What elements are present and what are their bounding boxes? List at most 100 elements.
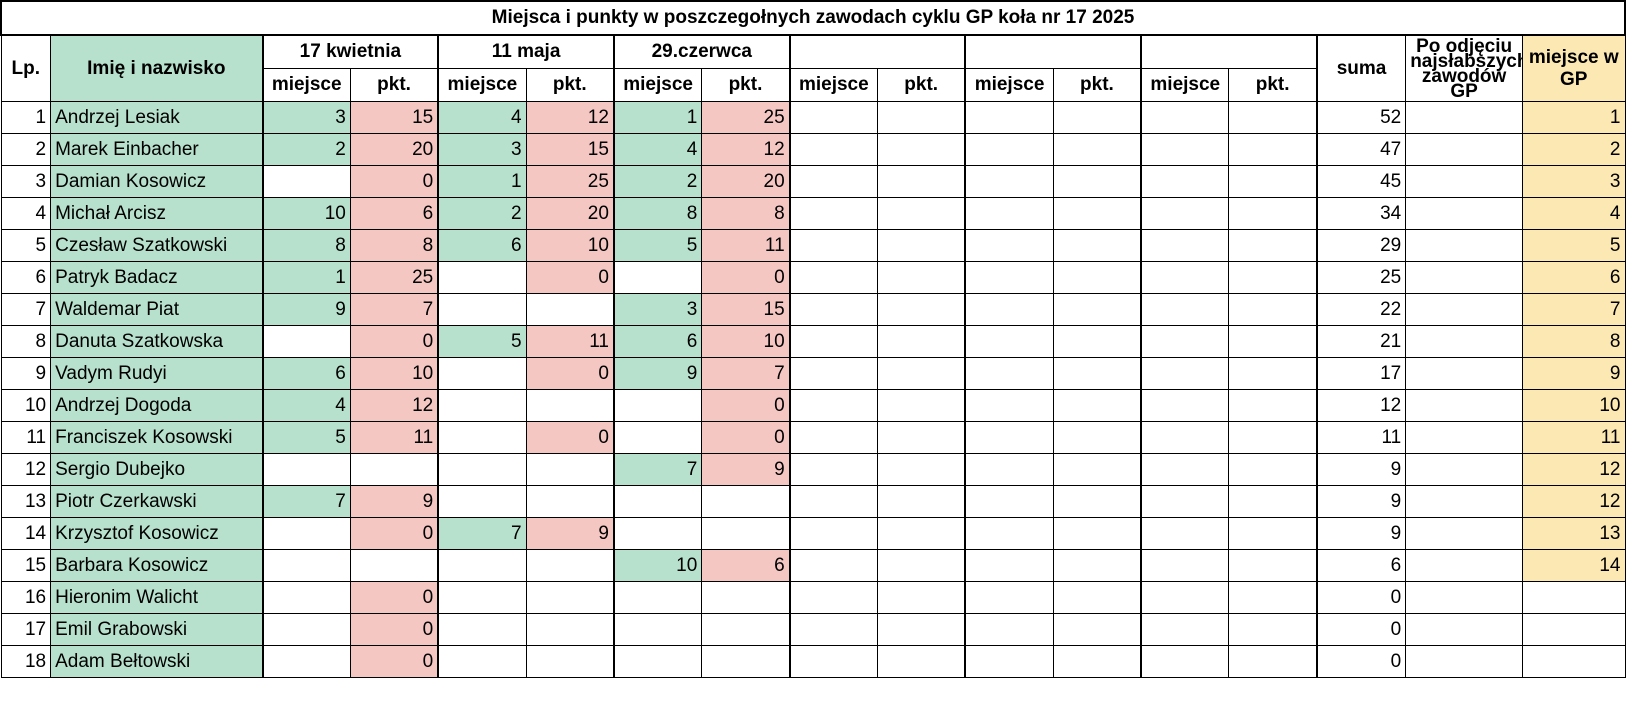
points-cell: [1228, 325, 1318, 358]
gp-place-cell: [1522, 645, 1626, 678]
place-cell: [788, 453, 879, 486]
points-cell: 0: [349, 517, 439, 550]
points-cell: [1228, 165, 1318, 198]
row-number: 9: [0, 357, 52, 390]
points-cell: [1228, 389, 1318, 422]
gp-place-cell: 6: [1522, 261, 1626, 294]
after-drop-cell: [1405, 453, 1523, 486]
place-cell: [788, 261, 879, 294]
points-subheader: pkt.: [349, 68, 439, 102]
points-cell: 15: [525, 133, 615, 166]
points-subheader: pkt.: [525, 68, 615, 102]
points-cell: 15: [349, 101, 439, 134]
place-cell: 7: [612, 453, 703, 486]
name-header: Imię i nazwisko: [50, 34, 263, 102]
place-cell: [964, 293, 1054, 326]
points-cell: [877, 325, 966, 358]
after-drop-cell: [1405, 549, 1523, 582]
points-cell: [1052, 133, 1142, 166]
place-cell: [437, 549, 527, 582]
row-number: 4: [0, 197, 52, 230]
sum-cell: 21: [1315, 325, 1407, 358]
place-cell: [964, 581, 1054, 614]
place-subheader: miejsce: [437, 68, 527, 102]
place-cell: [1140, 357, 1230, 390]
place-cell: [612, 613, 703, 646]
table-row: 16 Hieronim Walicht 0 0: [0, 581, 1626, 614]
place-cell: [261, 325, 351, 358]
place-cell: [612, 261, 703, 294]
gp-place-cell: 10: [1522, 389, 1626, 422]
place-cell: 4: [612, 133, 703, 166]
points-cell: [1228, 293, 1318, 326]
place-cell: [261, 453, 351, 486]
after-drop-cell: [1405, 389, 1523, 422]
points-cell: [877, 389, 966, 422]
place-cell: [1140, 453, 1230, 486]
points-cell: [1052, 485, 1142, 518]
place-cell: 4: [261, 389, 351, 422]
gp-place-cell: 8: [1522, 325, 1626, 358]
place-cell: 1: [437, 165, 527, 198]
after-drop-cell: [1405, 101, 1523, 134]
points-cell: [1228, 101, 1318, 134]
points-cell: 0: [349, 165, 439, 198]
points-cell: [1228, 581, 1318, 614]
place-cell: 7: [437, 517, 527, 550]
place-cell: [437, 421, 527, 454]
sum-cell: 9: [1315, 517, 1407, 550]
gp-place-cell: 12: [1522, 453, 1626, 486]
place-cell: 7: [261, 485, 351, 518]
points-cell: [1228, 645, 1318, 678]
row-number: 10: [0, 389, 52, 422]
points-cell: [877, 549, 966, 582]
place-cell: [437, 613, 527, 646]
points-cell: [1052, 549, 1142, 582]
after-drop-cell: [1405, 133, 1523, 166]
place-subheader: miejsce: [964, 68, 1054, 102]
points-cell: [701, 613, 791, 646]
place-cell: [261, 517, 351, 550]
after-drop-cell: [1405, 581, 1523, 614]
place-cell: [964, 421, 1054, 454]
row-number: 15: [0, 549, 52, 582]
row-number: 11: [0, 421, 52, 454]
points-cell: [1228, 517, 1318, 550]
table-row: 17 Emil Grabowski 0 0: [0, 613, 1626, 646]
lp-header: Lp.: [0, 34, 52, 102]
points-cell: [701, 581, 791, 614]
points-cell: [1052, 613, 1142, 646]
place-cell: [437, 261, 527, 294]
table-row: 2 Marek Einbacher 2 20 3 15 4 12 47 2: [0, 133, 1626, 166]
points-cell: 8: [701, 197, 791, 230]
sum-cell: 0: [1315, 613, 1407, 646]
place-cell: [612, 389, 703, 422]
sum-cell: 9: [1315, 485, 1407, 518]
row-number: 18: [0, 645, 52, 678]
points-cell: 12: [525, 101, 615, 134]
place-cell: [964, 517, 1054, 550]
place-cell: [261, 549, 351, 582]
place-cell: [788, 421, 879, 454]
place-cell: [612, 485, 703, 518]
place-cell: [1140, 229, 1230, 262]
points-cell: 0: [701, 421, 791, 454]
points-cell: [877, 293, 966, 326]
place-cell: 6: [612, 325, 703, 358]
points-cell: 12: [349, 389, 439, 422]
place-cell: [964, 261, 1054, 294]
points-cell: 0: [701, 389, 791, 422]
points-cell: [877, 165, 966, 198]
place-cell: [788, 581, 879, 614]
place-cell: 9: [612, 357, 703, 390]
place-cell: [964, 133, 1054, 166]
place-cell: [1140, 485, 1230, 518]
competitor-name: Damian Kosowicz: [50, 165, 263, 198]
points-cell: 20: [349, 133, 439, 166]
table-row: 5 Czesław Szatkowski 8 8 6 10 5 11 29 5: [0, 229, 1626, 262]
place-cell: [1140, 261, 1230, 294]
place-cell: [1140, 165, 1230, 198]
place-cell: 8: [261, 229, 351, 262]
points-cell: [701, 485, 791, 518]
points-cell: [349, 549, 439, 582]
